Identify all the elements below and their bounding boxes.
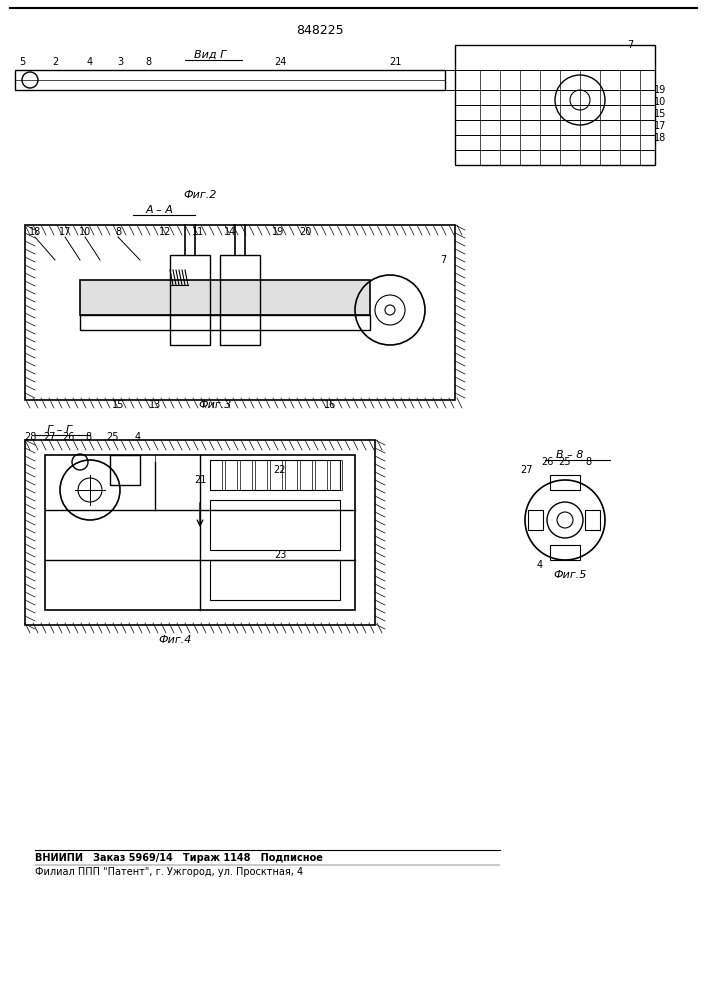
Text: 21: 21 bbox=[194, 475, 206, 485]
Text: 23: 23 bbox=[274, 550, 286, 560]
Bar bbox=[170, 255, 210, 345]
Text: 18: 18 bbox=[29, 227, 41, 237]
Bar bbox=[255, 460, 267, 490]
Text: 11: 11 bbox=[192, 227, 204, 237]
Text: 848225: 848225 bbox=[296, 23, 344, 36]
Text: 14: 14 bbox=[224, 227, 236, 237]
Bar bbox=[585, 510, 600, 530]
Text: 26: 26 bbox=[62, 432, 74, 442]
Text: 19: 19 bbox=[272, 227, 284, 237]
Text: 4: 4 bbox=[537, 560, 543, 570]
Bar bbox=[80, 315, 370, 330]
Bar bbox=[270, 460, 282, 490]
Bar bbox=[25, 225, 455, 400]
Bar bbox=[550, 475, 580, 490]
Text: 17: 17 bbox=[59, 227, 71, 237]
Bar bbox=[45, 455, 355, 610]
Text: 28: 28 bbox=[24, 432, 36, 442]
Bar bbox=[528, 510, 543, 530]
Bar bbox=[330, 460, 342, 490]
Bar bbox=[80, 280, 370, 315]
Bar bbox=[110, 455, 140, 485]
Text: 5: 5 bbox=[19, 57, 25, 67]
Text: Фиг.3: Фиг.3 bbox=[198, 400, 232, 410]
Text: 22: 22 bbox=[274, 465, 286, 475]
Text: 27: 27 bbox=[521, 465, 533, 475]
Bar bbox=[455, 45, 655, 165]
Text: ВНИИПИ   Заказ 5969/14   Тираж 1148   Подписное: ВНИИПИ Заказ 5969/14 Тираж 1148 Подписно… bbox=[35, 853, 323, 863]
Text: 16: 16 bbox=[324, 400, 336, 410]
Text: 25: 25 bbox=[559, 457, 571, 467]
Bar bbox=[210, 460, 340, 490]
Text: 25: 25 bbox=[107, 432, 119, 442]
Text: 2: 2 bbox=[52, 57, 58, 67]
Text: Г – Г: Г – Г bbox=[47, 425, 73, 435]
Text: 8: 8 bbox=[85, 432, 91, 442]
Text: Вид Г: Вид Г bbox=[194, 50, 226, 60]
Text: 26: 26 bbox=[541, 457, 553, 467]
Text: 8: 8 bbox=[145, 57, 151, 67]
Text: 8: 8 bbox=[115, 227, 121, 237]
Text: Фиг.4: Фиг.4 bbox=[158, 635, 192, 645]
Text: 10: 10 bbox=[79, 227, 91, 237]
Text: Филиал ППП "Патент", г. Ужгород, ул. Просктная, 4: Филиал ППП "Патент", г. Ужгород, ул. Про… bbox=[35, 867, 303, 877]
Text: Фиг.2: Фиг.2 bbox=[183, 190, 216, 200]
Text: 4: 4 bbox=[87, 57, 93, 67]
Text: 8: 8 bbox=[585, 457, 591, 467]
Text: 10: 10 bbox=[654, 97, 666, 107]
Text: 12: 12 bbox=[159, 227, 171, 237]
Bar bbox=[225, 460, 237, 490]
Bar bbox=[315, 460, 327, 490]
Text: 24: 24 bbox=[274, 57, 286, 67]
Text: 4: 4 bbox=[135, 432, 141, 442]
Text: 7: 7 bbox=[627, 40, 633, 50]
Bar bbox=[210, 560, 340, 600]
Bar bbox=[15, 70, 445, 90]
Text: 20: 20 bbox=[299, 227, 311, 237]
Text: 18: 18 bbox=[654, 133, 666, 143]
Text: 3: 3 bbox=[117, 57, 123, 67]
Bar bbox=[240, 460, 252, 490]
Bar bbox=[550, 545, 580, 560]
Text: А – А: А – А bbox=[146, 205, 174, 215]
Bar bbox=[220, 255, 260, 345]
Text: 27: 27 bbox=[44, 432, 57, 442]
Text: 13: 13 bbox=[149, 400, 161, 410]
Text: 19: 19 bbox=[654, 85, 666, 95]
Bar bbox=[25, 440, 375, 625]
Text: В – 8: В – 8 bbox=[556, 450, 584, 460]
Bar bbox=[210, 500, 340, 550]
Text: 7: 7 bbox=[440, 255, 446, 265]
Text: 15: 15 bbox=[654, 109, 666, 119]
Bar bbox=[210, 460, 222, 490]
Text: 15: 15 bbox=[112, 400, 124, 410]
Bar bbox=[285, 460, 297, 490]
Text: 21: 21 bbox=[389, 57, 401, 67]
Text: Фиг.5: Фиг.5 bbox=[554, 570, 587, 580]
Text: 17: 17 bbox=[654, 121, 666, 131]
Bar bbox=[300, 460, 312, 490]
